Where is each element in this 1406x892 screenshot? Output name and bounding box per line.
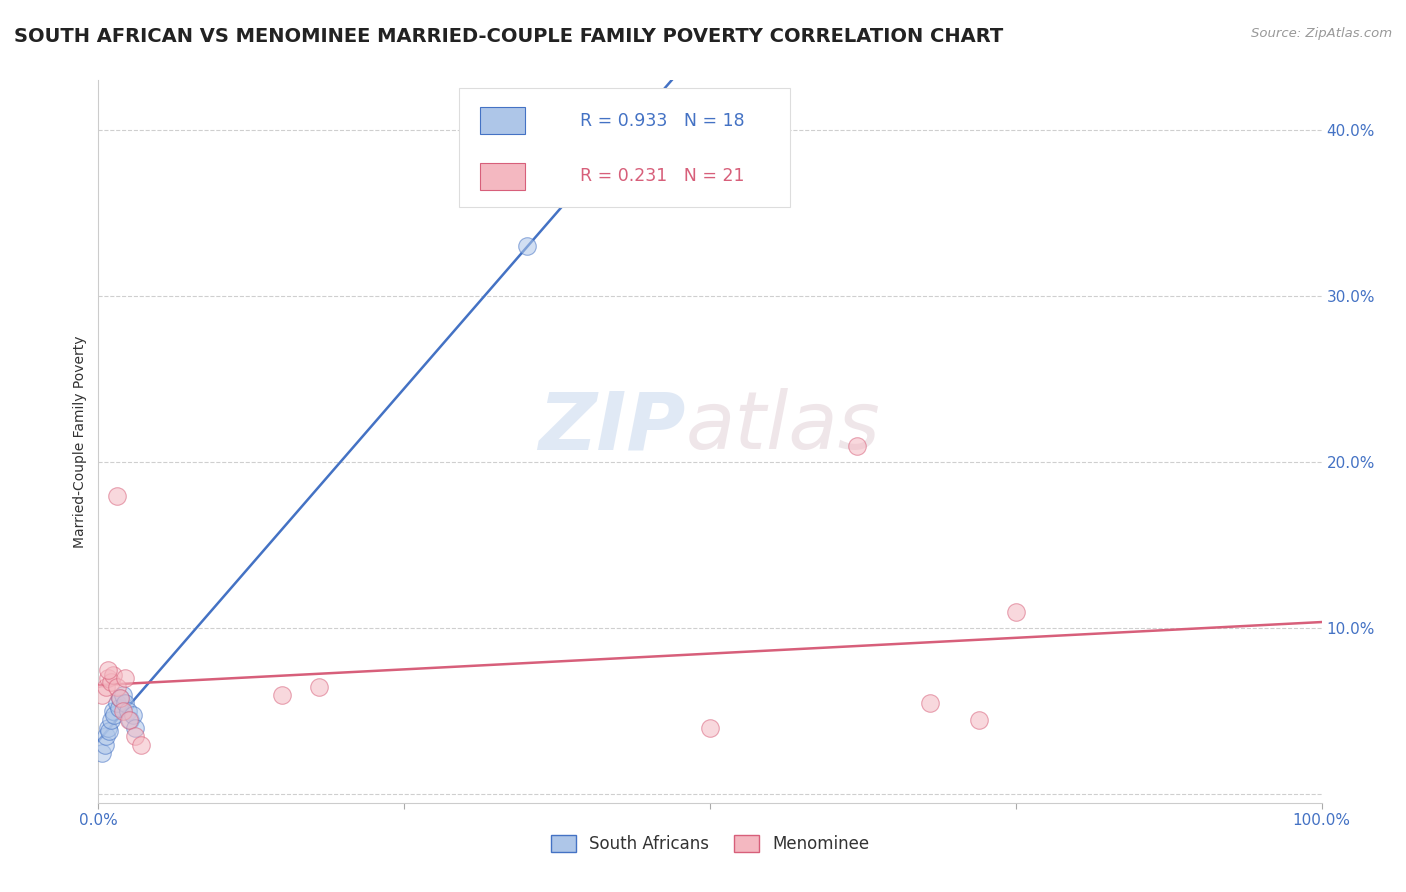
Point — [124, 730, 146, 744]
Point — [101, 705, 124, 719]
Point — [101, 668, 124, 682]
Legend: South Africans, Menominee: South Africans, Menominee — [544, 828, 876, 860]
Point — [108, 701, 131, 715]
Point — [105, 489, 128, 503]
Point — [111, 688, 134, 702]
Point — [97, 671, 120, 685]
Point — [845, 439, 868, 453]
Point — [93, 738, 115, 752]
Point — [515, 239, 537, 253]
Point — [699, 721, 721, 735]
Point — [117, 705, 139, 719]
Point — [94, 730, 117, 744]
Point — [103, 707, 125, 722]
Point — [100, 713, 122, 727]
Point — [110, 691, 132, 706]
Point — [110, 691, 132, 706]
Point — [1004, 605, 1026, 619]
Point — [97, 663, 120, 677]
FancyBboxPatch shape — [479, 107, 524, 135]
Point — [121, 707, 143, 722]
Point — [91, 688, 114, 702]
Point — [114, 696, 136, 710]
Text: SOUTH AFRICAN VS MENOMINEE MARRIED-COUPLE FAMILY POVERTY CORRELATION CHART: SOUTH AFRICAN VS MENOMINEE MARRIED-COUPL… — [14, 27, 1004, 45]
Point — [94, 680, 117, 694]
Point — [105, 680, 128, 694]
FancyBboxPatch shape — [479, 162, 524, 190]
Point — [967, 713, 990, 727]
Point — [97, 721, 120, 735]
Point — [920, 696, 942, 710]
Text: atlas: atlas — [686, 388, 880, 467]
Point — [120, 713, 142, 727]
Point — [91, 746, 114, 760]
FancyBboxPatch shape — [460, 87, 790, 207]
Text: ZIP: ZIP — [538, 388, 686, 467]
Text: R = 0.933   N = 18: R = 0.933 N = 18 — [579, 112, 744, 129]
Point — [98, 724, 121, 739]
Point — [308, 680, 330, 694]
Text: Source: ZipAtlas.com: Source: ZipAtlas.com — [1251, 27, 1392, 40]
Text: R = 0.231   N = 21: R = 0.231 N = 21 — [579, 168, 744, 186]
Point — [111, 705, 134, 719]
Y-axis label: Married-Couple Family Poverty: Married-Couple Family Poverty — [73, 335, 87, 548]
Point — [118, 713, 141, 727]
Point — [100, 674, 122, 689]
Point — [105, 696, 128, 710]
Point — [114, 671, 136, 685]
Point — [129, 738, 152, 752]
Point — [270, 688, 294, 702]
Point — [124, 721, 146, 735]
